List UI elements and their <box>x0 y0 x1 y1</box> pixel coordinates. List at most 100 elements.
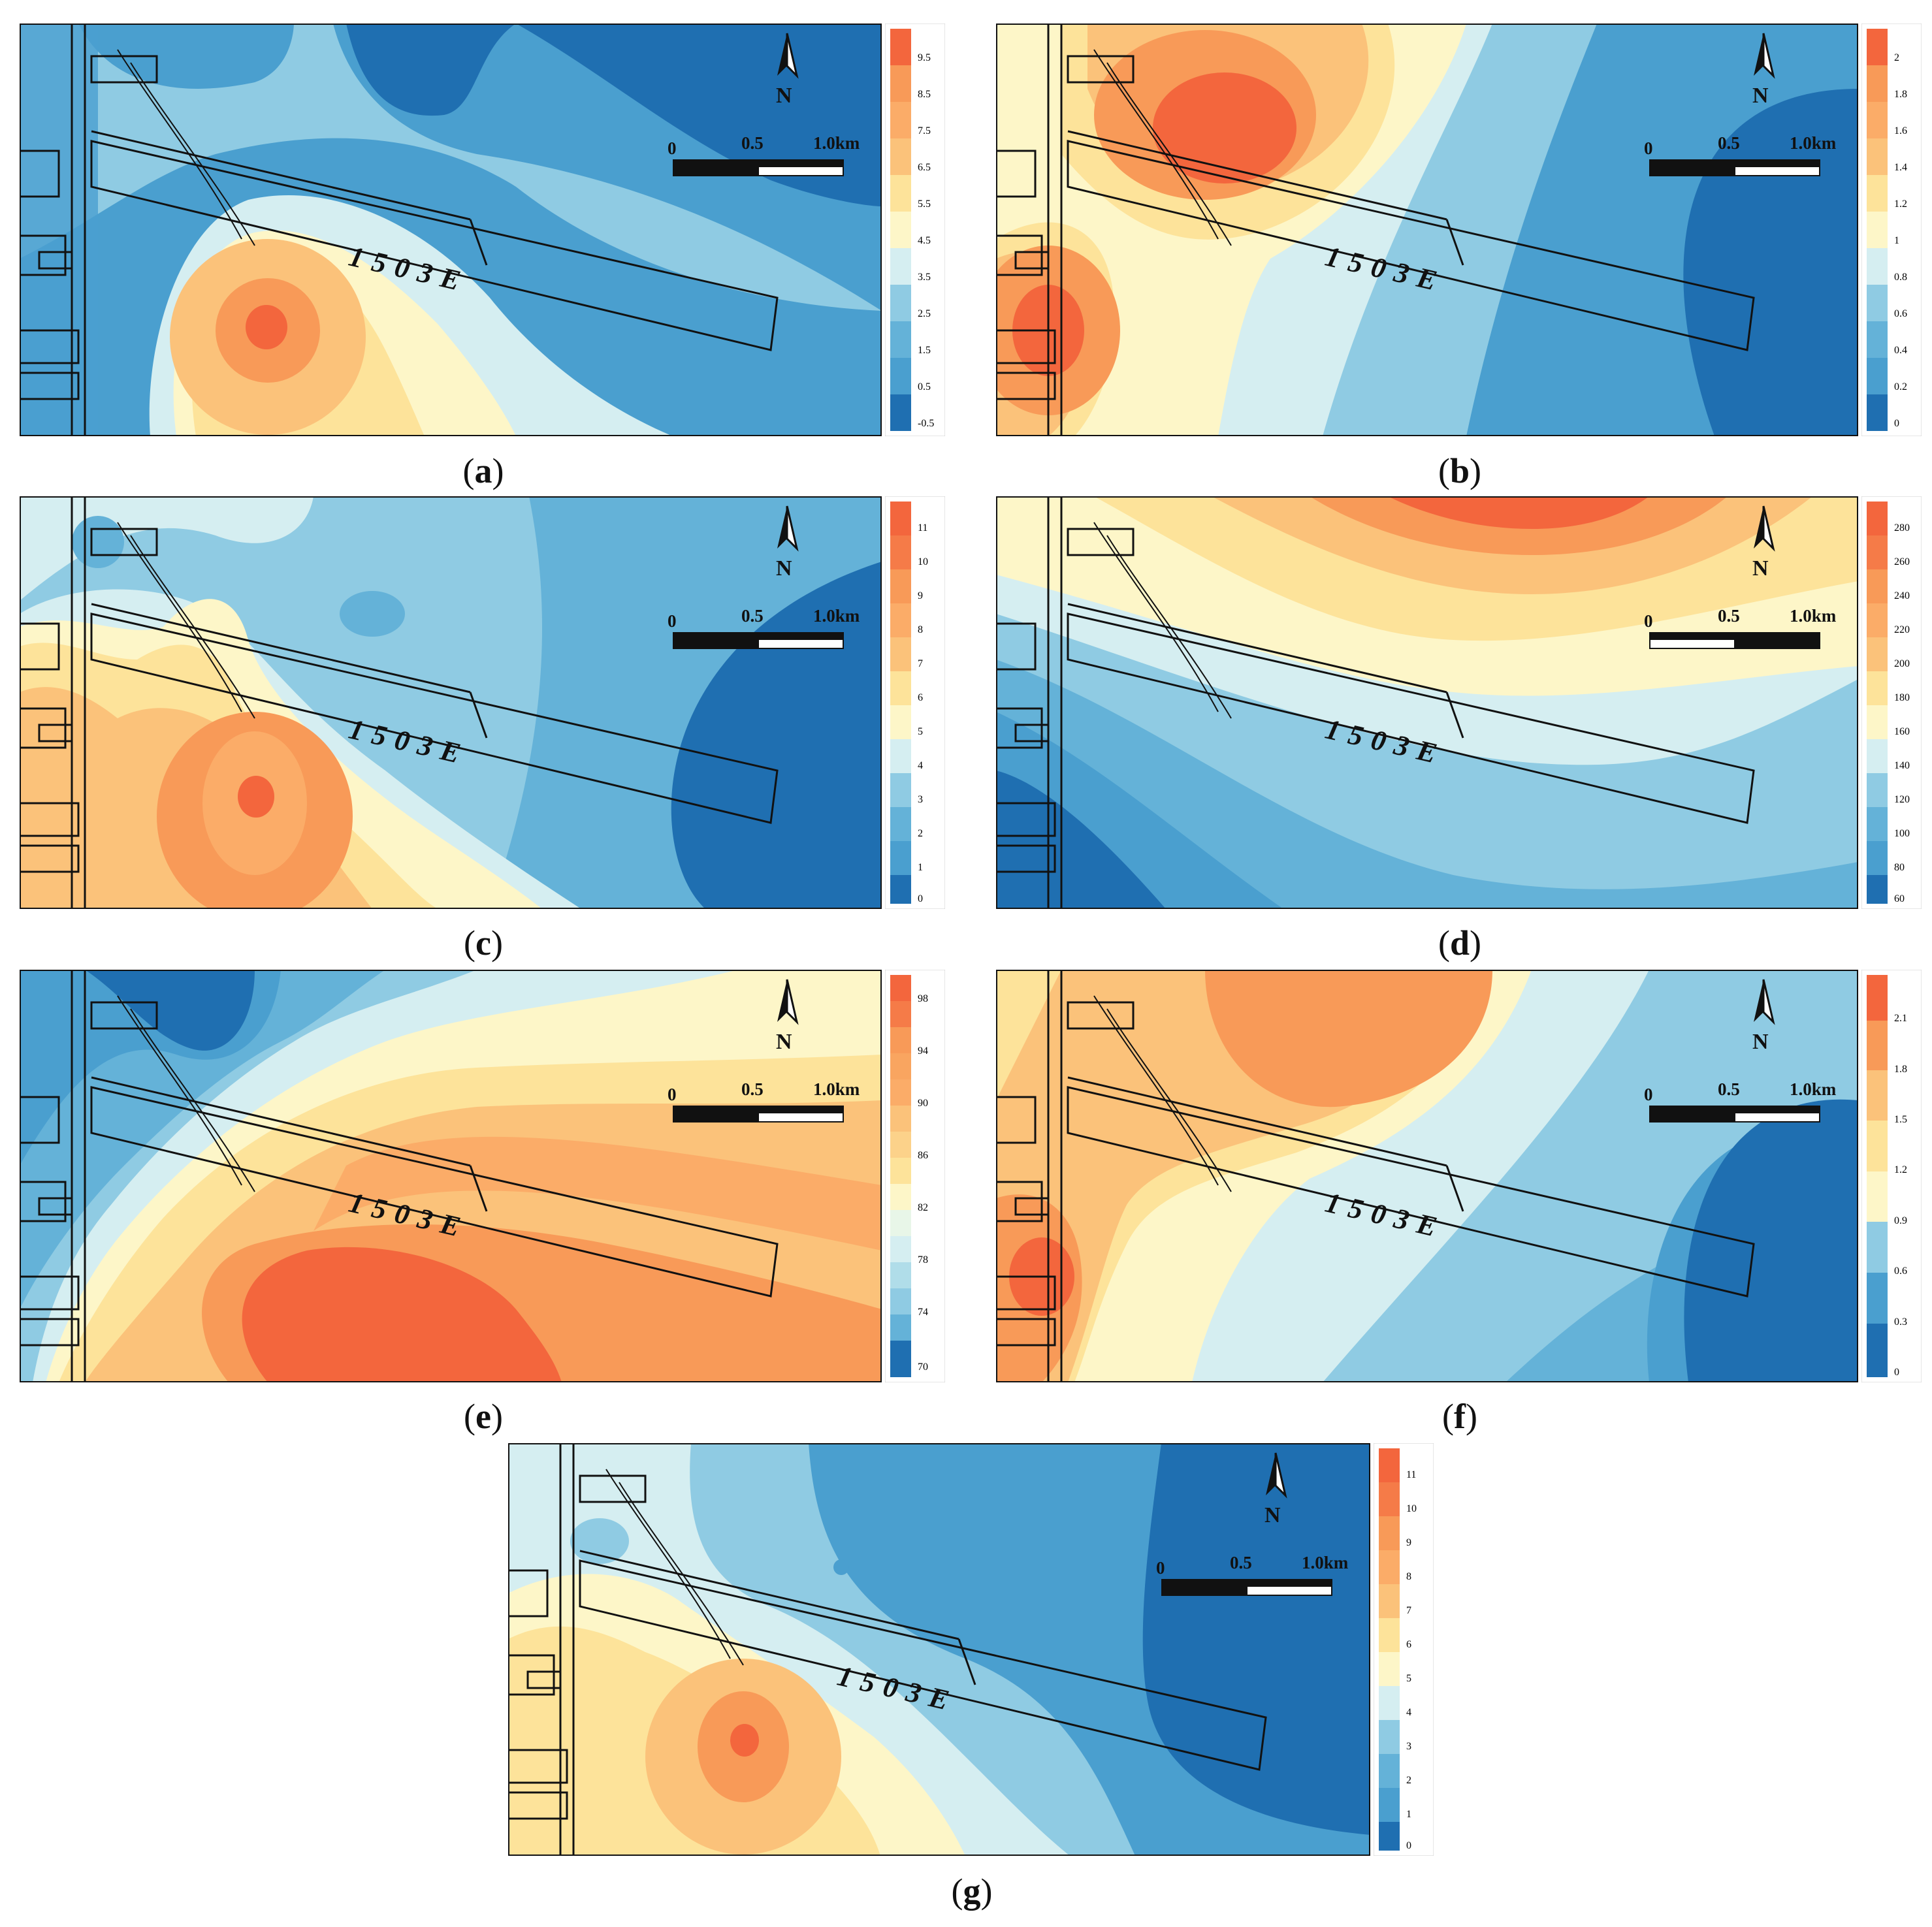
north-arrow-icon <box>1754 33 1775 79</box>
contour-map-e <box>20 970 882 1382</box>
cbar-tick: 9 <box>918 590 923 601</box>
cbar-tick: 1.8 <box>1894 1064 1907 1075</box>
cbar-tick: 2 <box>1406 1775 1411 1786</box>
cbar-tick: 0.2 <box>1894 381 1907 392</box>
cbar-tick: 1.4 <box>1894 162 1907 173</box>
contour-map-a <box>20 24 882 436</box>
cbar-tick: 86 <box>918 1150 928 1161</box>
cbar-tick: 0.3 <box>1894 1316 1907 1328</box>
cbar-tick: -0.5 <box>918 418 935 429</box>
cbar-tick: 1 <box>918 862 923 873</box>
cbar-tick: 70 <box>918 1362 928 1373</box>
north-label-c: N <box>776 556 792 581</box>
cbar-tick: 78 <box>918 1254 928 1266</box>
scale-half-g: 0.5 <box>1230 1553 1252 1572</box>
scale-half-c: 0.5 <box>741 606 764 626</box>
scale-bar-b <box>1649 159 1820 176</box>
north-arrow-icon <box>777 505 799 552</box>
contour-map-d <box>996 496 1858 909</box>
scale-half-e: 0.5 <box>741 1079 764 1099</box>
cbar-tick: 8 <box>1406 1571 1411 1582</box>
scale-bar-a <box>673 159 844 176</box>
cbar-tick: 7 <box>918 658 923 669</box>
cbar-tick: 0 <box>918 893 923 904</box>
scale-full-b: 1.0km <box>1790 133 1837 153</box>
caption-a: (a) <box>462 451 504 490</box>
contour-map-c <box>20 496 882 909</box>
contour-map-g <box>508 1443 1370 1856</box>
panel-c: 1503E N 0 0.5 1.0km 11 10 9 8 7 6 5 4 3 … <box>20 496 947 914</box>
north-label-d: N <box>1752 556 1769 581</box>
colorbar-d <box>1861 496 1922 909</box>
panel-a: 1503E N 0 0.5 1.0km 9.5 8.5 7.5 6.5 5.5 … <box>20 24 947 441</box>
caption-b: (b) <box>1438 451 1481 490</box>
colorbar-f <box>1861 970 1922 1382</box>
cbar-tick: 240 <box>1894 590 1910 601</box>
cbar-tick: 98 <box>918 993 928 1004</box>
cbar-tick: 1 <box>1406 1809 1411 1820</box>
scale-half-f: 0.5 <box>1718 1079 1740 1099</box>
scale-zero-f: 0 <box>1644 1085 1653 1104</box>
cbar-tick: 0.5 <box>918 381 931 392</box>
contour-map-b <box>996 24 1858 436</box>
scale-bar-c <box>673 632 844 649</box>
cbar-tick: 82 <box>918 1202 928 1213</box>
cbar-tick: 280 <box>1894 522 1910 534</box>
panel-e: 1503E N 0 0.5 1.0km 98 94 90 86 82 78 74… <box>20 970 947 1388</box>
cbar-tick: 6 <box>918 692 923 703</box>
cbar-tick: 10 <box>918 556 928 567</box>
cbar-tick: 8.5 <box>918 89 931 100</box>
cbar-tick: 0 <box>1894 1367 1899 1378</box>
scale-half-a: 0.5 <box>741 133 764 153</box>
cbar-tick: 1.6 <box>1894 125 1907 136</box>
cbar-tick: 0.9 <box>1894 1215 1907 1226</box>
cbar-tick: 120 <box>1894 794 1910 805</box>
cbar-tick: 1.5 <box>918 345 931 356</box>
scale-zero-b: 0 <box>1644 138 1653 158</box>
cbar-tick: 2 <box>918 828 923 839</box>
caption-f: (f) <box>1442 1397 1477 1436</box>
cbar-tick: 90 <box>918 1098 928 1109</box>
caption-d: (d) <box>1438 923 1481 963</box>
cbar-tick: 10 <box>1406 1503 1417 1514</box>
cbar-tick: 11 <box>918 522 928 534</box>
cbar-tick: 11 <box>1406 1469 1417 1480</box>
cbar-tick: 94 <box>918 1045 928 1057</box>
cbar-tick: 3 <box>1406 1741 1411 1752</box>
scale-bar-f <box>1649 1106 1820 1123</box>
scale-half-d: 0.5 <box>1718 606 1740 626</box>
caption-g: (g) <box>951 1871 993 1911</box>
cbar-tick: 4 <box>918 760 923 771</box>
scale-zero-e: 0 <box>668 1085 677 1104</box>
cbar-tick: 2.1 <box>1894 1013 1907 1024</box>
cbar-tick: 80 <box>1894 862 1905 873</box>
panel-b: 1503E N 0 0.5 1.0km 2 1.8 1.6 1.4 1.2 1 … <box>996 24 1924 441</box>
cbar-tick: 5 <box>1406 1673 1411 1684</box>
colorbar-b <box>1861 24 1922 436</box>
north-arrow-icon <box>1754 505 1775 552</box>
north-arrow-icon <box>777 979 799 1025</box>
cbar-tick: 1.5 <box>1894 1114 1907 1125</box>
cbar-tick: 1.2 <box>1894 1164 1907 1175</box>
cbar-tick: 140 <box>1894 760 1910 771</box>
scale-zero-a: 0 <box>668 138 677 158</box>
cbar-tick: 200 <box>1894 658 1910 669</box>
scale-full-c: 1.0km <box>813 606 860 626</box>
panel-d: 1503E N 0 0.5 1.0km 280 260 240 220 200 … <box>996 496 1924 914</box>
cbar-tick: 160 <box>1894 726 1910 737</box>
north-arrow-icon <box>1266 1452 1287 1499</box>
panel-g: 1503E N 0 0.5 1.0km 11 10 9 8 7 6 5 4 3 … <box>508 1443 1436 1861</box>
cbar-tick: 5.5 <box>918 199 931 210</box>
north-arrow-icon <box>777 33 799 79</box>
cbar-tick: 0.4 <box>1894 345 1907 356</box>
cbar-tick: 8 <box>918 624 923 635</box>
cbar-tick: 220 <box>1894 624 1910 635</box>
cbar-tick: 0 <box>1406 1840 1411 1851</box>
cbar-tick: 2.5 <box>918 308 931 319</box>
scale-full-d: 1.0km <box>1790 606 1837 626</box>
cbar-tick: 0.6 <box>1894 1266 1907 1277</box>
cbar-tick: 5 <box>918 726 923 737</box>
colorbar-c <box>885 496 945 909</box>
scale-full-g: 1.0km <box>1302 1553 1349 1572</box>
cbar-tick: 1 <box>1894 235 1899 246</box>
